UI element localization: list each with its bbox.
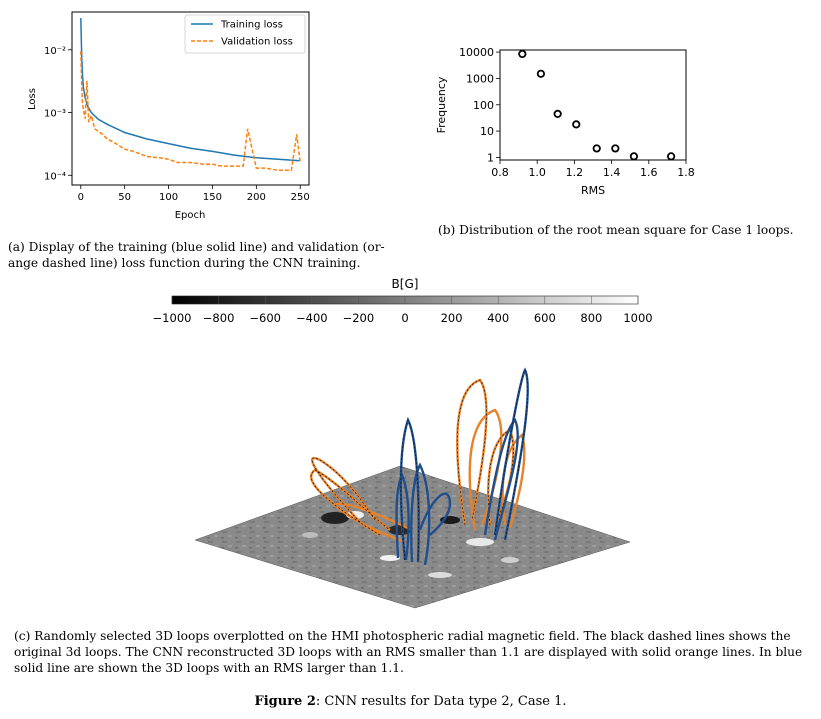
x-tick-label: 50 (118, 192, 131, 203)
caption-c-line1: (c) Randomly selected 3D loops overplott… (14, 629, 791, 643)
x-tick-label: 0 (78, 192, 84, 203)
x-tick-label: 1.2 (566, 166, 584, 179)
x-axis-label: RMS (581, 184, 605, 197)
data-point (536, 69, 546, 78)
data-point (518, 49, 527, 59)
x-tick-label: 0.8 (491, 166, 509, 179)
y-tick-label: 1 (487, 151, 494, 164)
x-tick-label: 1.0 (528, 166, 546, 179)
y-axis-label: Loss (27, 88, 38, 110)
x-tick-label: 250 (291, 192, 310, 203)
legend-validation-label: Validation loss (221, 37, 293, 48)
caption-a-line1: (a) Display of the training (blue solid … (8, 240, 385, 254)
caption-a-line2: ange dashed line) loss function during t… (8, 256, 361, 270)
legend: Training loss Validation loss (184, 14, 306, 54)
blue-loops-dash (400, 369, 529, 563)
colorbar-tick-label: −200 (343, 311, 375, 325)
data-point (572, 120, 581, 129)
colorbar-tick-label: 400 (487, 311, 509, 325)
y-tick-label: 10000 (459, 46, 494, 59)
colorbar-tick-label: 600 (534, 311, 556, 325)
colorbar-tick-label: 1000 (623, 311, 652, 325)
y-tick-label: 10 (480, 125, 494, 138)
caption-c-line2: original 3d loops. The CNN reconstructed… (14, 645, 803, 659)
magnetogram-plane (194, 465, 631, 609)
training-loss-line (80, 18, 301, 162)
colorbar: −1000 −800 −600 −400 −200 0 200 400 600 800 1000 (153, 295, 653, 325)
caption-a: (a) Display of the training (blue solid … (8, 239, 418, 271)
x-tick-label: 150 (203, 192, 222, 203)
x-tick-label: 100 (159, 192, 178, 203)
colorbar-title: B[G] (391, 277, 419, 291)
loss-chart: 0 50 100 150 200 250 10⁻⁴10⁻³10⁻² Epoch Loss … (27, 11, 310, 221)
x-tick-label: 1.8 (677, 166, 695, 179)
rms-frequency-chart: 0.8 1.0 1.2 1.4 1.6 1.8 1 10 100 1000 10000 RMS F… (435, 46, 695, 197)
colorbar-tick-label: 800 (580, 311, 602, 325)
y-axis-label: Frequency (435, 76, 448, 133)
data-point (667, 152, 676, 161)
validation-loss-line (80, 51, 301, 172)
colorbar-tick-label: 0 (401, 311, 408, 325)
data-point (629, 152, 639, 161)
figure-text: : CNN results for Data type 2, Case 1. (315, 694, 567, 709)
caption-c-line3: solid line are shown the 3D loops with a… (14, 661, 404, 675)
y-tick-label: 10⁻⁴ (44, 171, 66, 182)
colorbar-tick-label: −600 (249, 311, 281, 325)
y-tick-label: 10⁻³ (44, 109, 66, 120)
data-point (611, 144, 620, 153)
caption-c: (c) Randomly selected 3D loops overplott… (14, 628, 814, 676)
figure-label: Figure 2 (254, 694, 316, 709)
colorbar-tick-label: −1000 (153, 311, 192, 325)
x-tick-label: 1.6 (640, 166, 658, 179)
colorbar-tick-label: −800 (203, 311, 235, 325)
y-tick-label: 1000 (466, 72, 494, 85)
x-tick-label: 200 (247, 192, 266, 203)
y-tick-label: 10⁻² (44, 46, 66, 57)
y-tick-label: 100 (473, 99, 494, 112)
caption-b: (b) Distribution of the root mean square… (438, 223, 794, 237)
x-tick-label: 1.4 (603, 166, 621, 179)
x-axis-label: Epoch (175, 210, 206, 221)
colorbar-tick-label: 200 (441, 311, 463, 325)
legend-training-label: Training loss (220, 20, 283, 31)
data-point (553, 109, 562, 119)
figure-caption: Figure 2: CNN results for Data type 2, C… (0, 694, 821, 709)
colorbar-tick-label: −400 (296, 311, 328, 325)
data-point (592, 144, 601, 153)
loops-3d-render (194, 367, 631, 609)
